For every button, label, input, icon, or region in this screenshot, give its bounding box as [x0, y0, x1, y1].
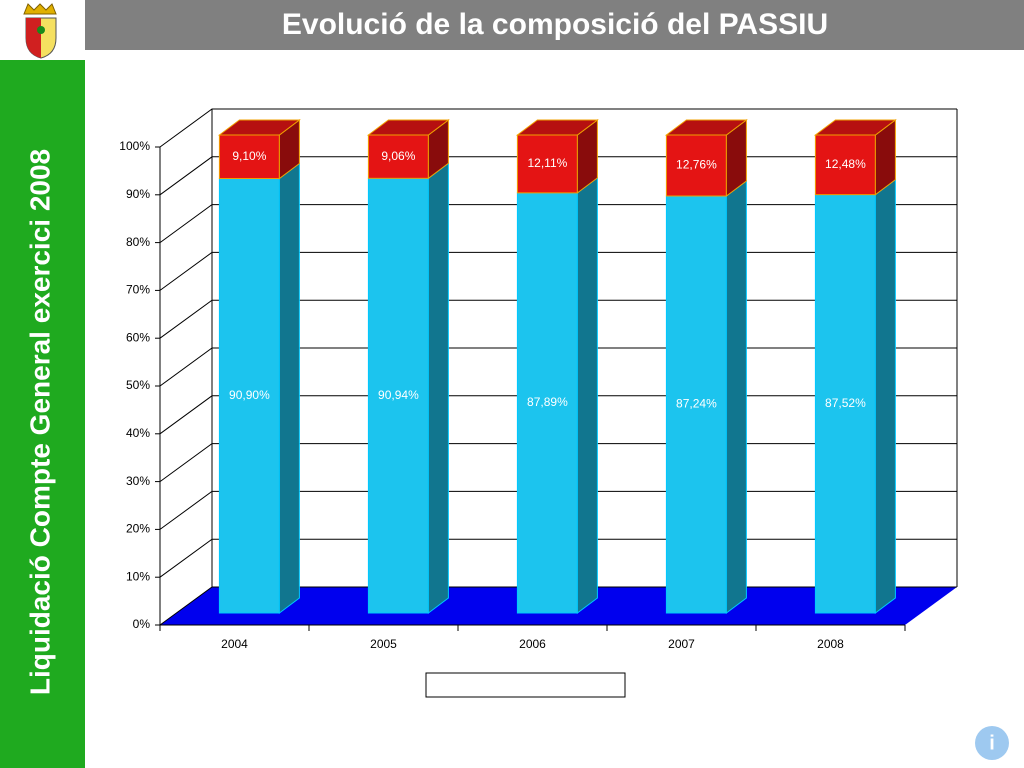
value-label: 12,48%: [825, 157, 866, 171]
x-tick-label: 2008: [817, 637, 844, 651]
y-tick-label: 20%: [126, 522, 150, 536]
info-button-label[interactable]: i: [989, 732, 995, 754]
value-label: 9,10%: [232, 149, 266, 163]
bar-side: [874, 178, 896, 614]
slide-title: Evolució de la composició del PASSIU: [282, 8, 828, 41]
bar-segment: [367, 134, 429, 179]
y-tick-label: 80%: [126, 235, 150, 249]
bar-segment: [814, 194, 876, 614]
bar-segment: [516, 134, 578, 194]
x-tick-label: 2006: [519, 637, 546, 651]
grid-line: [159, 108, 957, 148]
y-tick-label: 30%: [126, 474, 150, 488]
bar-segment: [665, 134, 727, 197]
y-tick-label: 0%: [133, 617, 151, 631]
bar-top: [515, 119, 599, 136]
bar-top: [664, 119, 748, 136]
value-label: 12,76%: [676, 158, 717, 172]
bar-segment: [218, 177, 280, 614]
value-label: 90,90%: [229, 388, 270, 402]
bar-side: [725, 179, 747, 614]
value-label: 87,89%: [527, 395, 568, 409]
info-button[interactable]: [975, 726, 1009, 760]
bar-segment: [516, 192, 578, 614]
title-bar: [85, 0, 1024, 50]
value-label: 90,94%: [378, 388, 419, 402]
side-title: Liquidació Compte General exercici 2008: [24, 149, 55, 695]
y-tick-label: 100%: [119, 139, 150, 153]
bar-top: [813, 119, 897, 136]
value-label: 87,24%: [676, 397, 717, 411]
y-tick-label: 50%: [126, 378, 150, 392]
y-tick-label: 70%: [126, 283, 150, 297]
logo: [23, 3, 57, 59]
value-label: 12,11%: [527, 156, 567, 170]
chart: 0% 10% 20% 30% 40% 50% 60% 70% 80% 90% 100% 2004 90,…: [119, 108, 958, 694]
bar-segment: [665, 195, 727, 614]
bar-top: [217, 119, 301, 136]
x-tick-label: 2004: [221, 637, 248, 651]
y-tick-label: 10%: [126, 569, 150, 583]
value-label: 87,52%: [825, 396, 866, 410]
side-bar: [0, 60, 85, 768]
x-tick-label: 2005: [370, 637, 397, 651]
bar-side: [427, 162, 449, 614]
bar-side: [576, 176, 598, 614]
bar-side: [278, 162, 300, 614]
bar-segment: [814, 134, 876, 196]
legend: [425, 672, 626, 698]
y-tick-label: 90%: [126, 187, 150, 201]
x-tick-label: 2007: [668, 637, 695, 651]
y-tick-label: 60%: [126, 330, 150, 344]
y-tick-label: 40%: [126, 426, 150, 440]
value-label: 9,06%: [381, 149, 415, 163]
bar-top: [366, 119, 450, 136]
bar-segment: [367, 177, 429, 614]
